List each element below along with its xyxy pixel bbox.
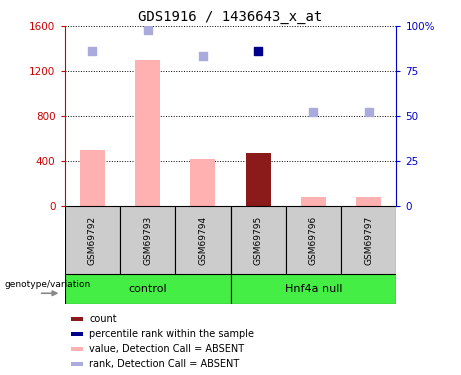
Bar [190,159,215,206]
Text: rank, Detection Call = ABSENT: rank, Detection Call = ABSENT [89,359,240,369]
Bar [80,150,105,206]
Text: Hnf4a null: Hnf4a null [285,284,342,294]
Bar [286,206,341,274]
Point [199,53,207,58]
Text: value, Detection Call = ABSENT: value, Detection Call = ABSENT [89,344,244,354]
Bar [65,274,230,304]
Bar [230,206,286,274]
Point [254,48,262,54]
Bar [71,346,83,351]
Bar [175,206,230,274]
Bar [120,206,175,274]
Bar [65,206,120,274]
Bar [71,362,83,366]
Text: GSM69795: GSM69795 [254,215,263,265]
Bar [71,316,83,321]
Text: GSM69796: GSM69796 [309,215,318,265]
Point [89,48,96,54]
Point [365,109,372,115]
Text: control: control [128,284,167,294]
Text: percentile rank within the sample: percentile rank within the sample [89,329,254,339]
Text: genotype/variation: genotype/variation [5,280,91,289]
Text: GSM69792: GSM69792 [88,215,97,265]
Bar [246,153,271,206]
Text: GSM69794: GSM69794 [198,215,207,265]
Point [144,27,151,33]
Bar [301,197,326,206]
Bar [135,60,160,206]
Bar [71,332,83,336]
Title: GDS1916 / 1436643_x_at: GDS1916 / 1436643_x_at [138,10,323,24]
Text: count: count [89,314,117,324]
Bar [341,206,396,274]
Bar [230,274,396,304]
Bar [356,197,381,206]
Text: GSM69793: GSM69793 [143,215,152,265]
Text: GSM69797: GSM69797 [364,215,373,265]
Point [310,109,317,115]
